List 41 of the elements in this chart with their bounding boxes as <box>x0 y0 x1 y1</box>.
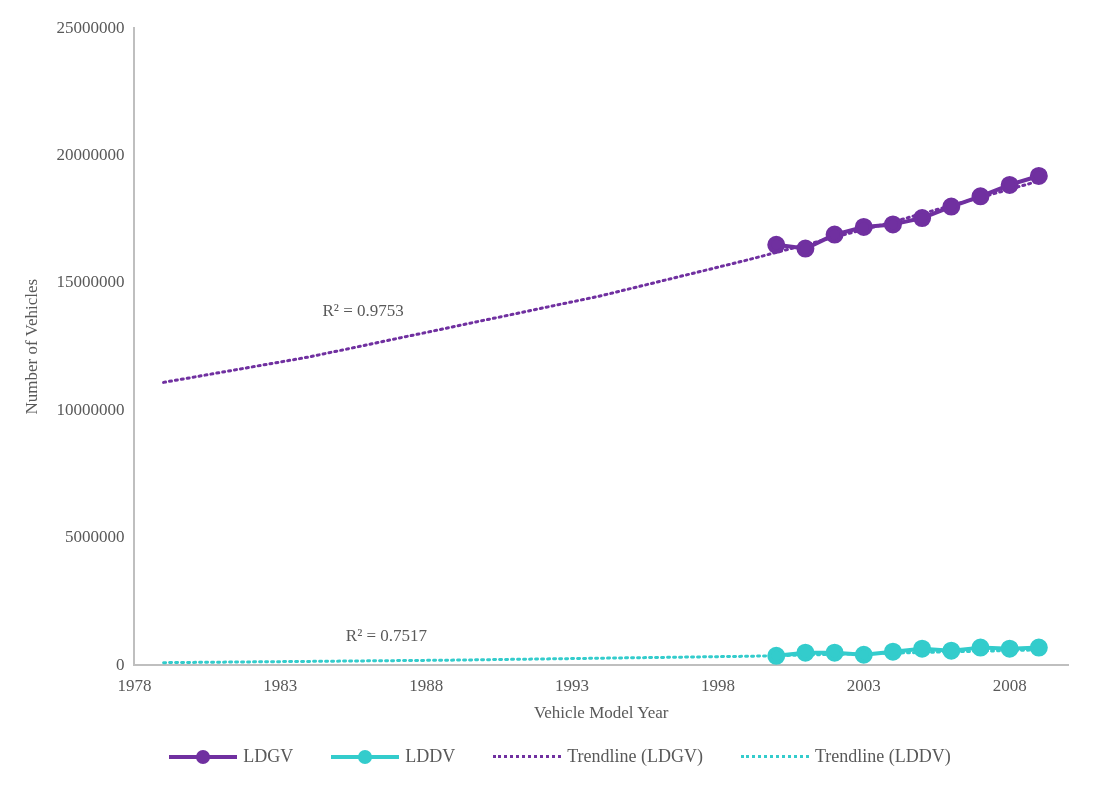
point <box>971 187 990 206</box>
legend-label: Trendline (LDGV) <box>567 746 703 767</box>
y-axis-title: Number of Vehicles <box>21 278 41 415</box>
point <box>796 643 815 662</box>
point <box>883 215 902 234</box>
legend-label: LDDV <box>405 746 456 767</box>
x-tick-label: 1988 <box>409 675 444 695</box>
legend-label: LDGV <box>243 746 294 767</box>
x-tick-label: 1998 <box>700 675 735 695</box>
y-tick-label: 20000000 <box>56 145 125 165</box>
y-tick-label: 5000000 <box>64 527 125 547</box>
point <box>1029 638 1048 657</box>
x-tick-label: 2008 <box>992 675 1027 695</box>
point <box>825 225 844 244</box>
point <box>971 638 990 657</box>
y-tick-label: 10000000 <box>56 399 125 419</box>
point <box>767 646 786 665</box>
point <box>854 645 873 664</box>
x-tick-label: 1993 <box>555 675 590 695</box>
x-tick-label: 1983 <box>263 675 298 695</box>
point <box>825 643 844 662</box>
y-tick-label: 15000000 <box>56 272 125 292</box>
y-tick-label: 25000000 <box>56 17 125 37</box>
legend-label: Trendline (LDDV) <box>815 746 951 767</box>
point <box>1000 175 1019 194</box>
y-tick-label: 0 <box>115 654 125 674</box>
annotation: R² = 0.9753 <box>322 301 404 321</box>
point <box>1000 639 1019 658</box>
point <box>854 217 873 236</box>
point <box>883 642 902 661</box>
point <box>913 639 932 658</box>
x-tick-label: 1978 <box>117 675 152 695</box>
point <box>796 239 815 258</box>
x-axis-title: Vehicle Model Year <box>533 703 669 723</box>
point <box>942 197 961 216</box>
x-tick-label: 2003 <box>846 675 881 695</box>
point <box>1029 166 1048 185</box>
point <box>913 209 932 228</box>
annotation: R² = 0.7517 <box>345 626 428 645</box>
point <box>767 235 786 254</box>
point <box>942 641 961 660</box>
